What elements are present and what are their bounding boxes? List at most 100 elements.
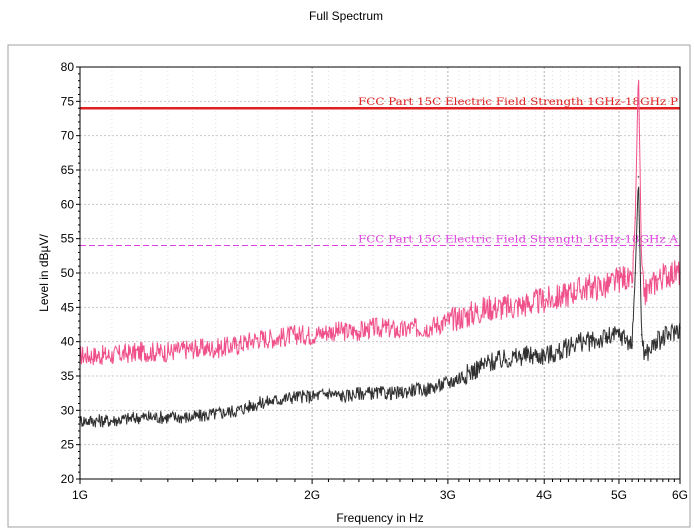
x-tick-label: 6G [672, 488, 688, 502]
data-point [575, 289, 577, 291]
data-point [111, 419, 113, 422]
y-tick-label: 65 [61, 163, 75, 177]
data-point [311, 395, 313, 398]
data-point [604, 337, 607, 340]
data-point [526, 354, 528, 357]
data-point [167, 351, 169, 353]
data-point [372, 327, 374, 329]
y-tick-label: 35 [61, 369, 75, 383]
x-tick-label: 4G [536, 488, 552, 502]
y-tick-label: 30 [61, 403, 75, 417]
data-point [256, 337, 259, 340]
y-tick-label: 25 [61, 438, 75, 452]
y-tick-label: 60 [61, 197, 75, 211]
data-point [489, 361, 491, 364]
data-point [236, 409, 239, 412]
data-point [634, 217, 637, 219]
y-tick-label: 45 [61, 300, 75, 314]
y-tick-label: 20 [61, 472, 75, 486]
data-point [343, 330, 345, 333]
x-tick-label: 5G [611, 488, 627, 502]
series-2 [79, 176, 681, 428]
x-tick-label: 3G [440, 488, 456, 502]
data-point [294, 395, 296, 398]
data-point [411, 388, 414, 391]
data-point [435, 385, 438, 388]
y-tick-label: 70 [61, 129, 75, 143]
data-point [294, 334, 296, 336]
data-point [214, 347, 217, 350]
chart-frame [7, 44, 691, 528]
data-point [435, 323, 438, 326]
data-point [559, 351, 562, 353]
data-point [468, 313, 471, 316]
data-point [559, 296, 562, 298]
y-tick-label: 40 [61, 335, 75, 349]
limit-line-label: FCC Part 15C Electric Field Strength 1GH… [358, 97, 678, 108]
data-point [604, 285, 607, 288]
data-point [386, 327, 388, 329]
data-point [643, 354, 646, 357]
data-point [631, 285, 633, 288]
data-point [526, 303, 528, 305]
data-point [423, 388, 426, 391]
data-point [656, 340, 658, 343]
data-point [256, 402, 259, 405]
data-point [140, 416, 142, 419]
data-point [358, 392, 360, 394]
data-point [423, 327, 426, 329]
data-point [624, 337, 627, 340]
data-point [327, 330, 330, 333]
data-point [399, 392, 401, 394]
data-point [276, 399, 278, 401]
data-point [358, 330, 360, 333]
data-point [656, 279, 658, 281]
series-line [79, 79, 681, 366]
data-point [643, 292, 646, 295]
data-point [634, 272, 637, 274]
data-point [214, 412, 217, 415]
data-point [624, 275, 627, 278]
data-point [399, 330, 401, 333]
series-line [79, 186, 681, 428]
data-point [575, 340, 577, 343]
data-point [618, 279, 620, 281]
data-point [311, 334, 313, 336]
data-point [111, 354, 113, 357]
data-point [508, 306, 510, 309]
data-point [618, 334, 620, 336]
data-point [640, 334, 643, 336]
data-point [667, 334, 670, 336]
y-tick-label: 80 [61, 60, 75, 74]
data-point [640, 272, 643, 274]
data-point [191, 347, 194, 350]
series-1 [79, 66, 681, 366]
y-tick-label: 50 [61, 266, 75, 280]
y-tick-label: 55 [61, 232, 75, 246]
series-group [79, 66, 681, 428]
axis-ticks: 20 25 30 35 40 45 50 55 60 65 70 75 80 1G 2G 3G 4G 5G 6G [61, 60, 688, 502]
data-point [543, 299, 546, 302]
data-point [411, 327, 414, 329]
data-point [236, 344, 239, 346]
y-tick-label: 75 [61, 94, 75, 108]
x-axis-label: Frequency in Hz [336, 511, 423, 525]
data-point [508, 358, 510, 360]
data-point [276, 337, 278, 340]
data-point [191, 416, 194, 419]
chart-title: Full Spectrum [309, 9, 383, 23]
data-point [386, 392, 388, 394]
data-point [489, 306, 491, 309]
x-tick-label: 2G [304, 488, 320, 502]
data-point [590, 285, 592, 288]
data-point [631, 344, 633, 346]
data-point [167, 416, 169, 419]
data-point [667, 272, 670, 274]
x-tick-label: 1G [72, 488, 88, 502]
data-point [140, 351, 142, 353]
data-point [343, 395, 345, 398]
data-point [372, 392, 374, 394]
data-point [590, 340, 592, 343]
data-point [447, 382, 449, 384]
